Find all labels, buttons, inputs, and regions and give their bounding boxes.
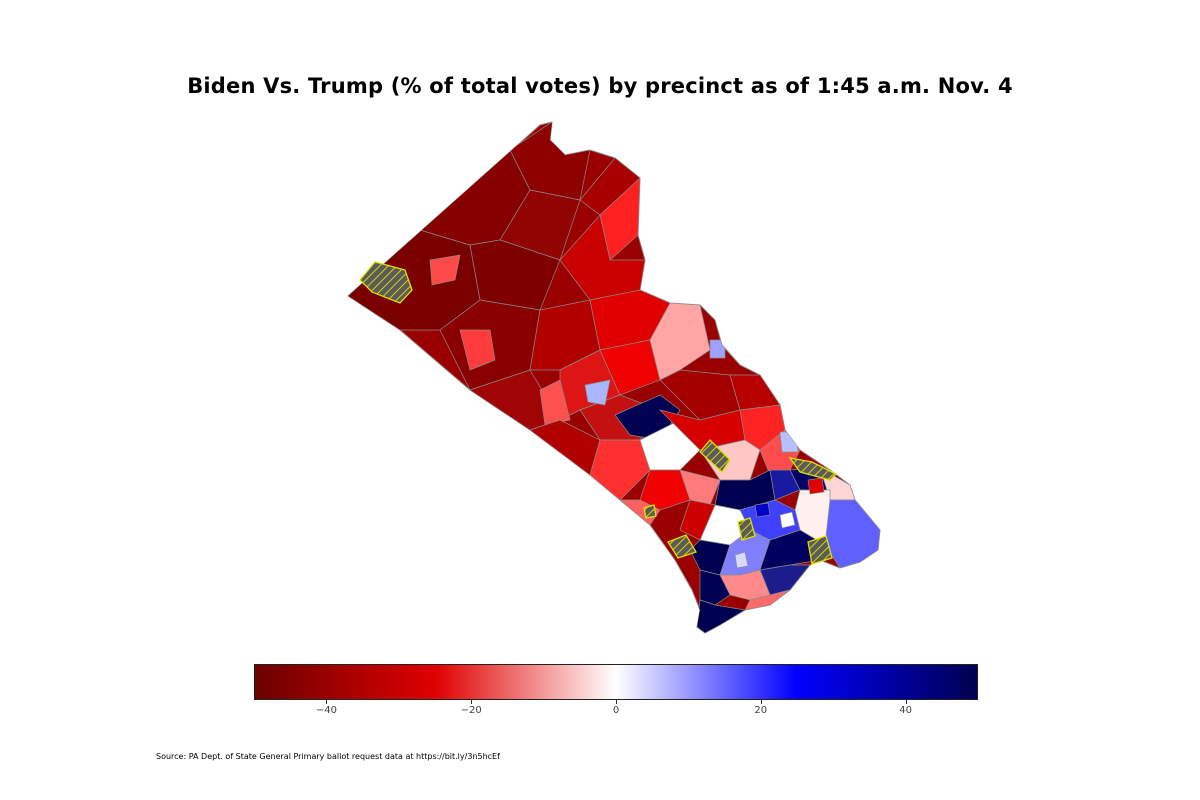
precinct: [584, 379, 611, 406]
precinct: [639, 469, 691, 511]
precinct: [469, 239, 561, 311]
no-data-area: [807, 535, 833, 565]
precinct: [824, 499, 880, 569]
map-title: Biden Vs. Trump (% of total votes) by pr…: [187, 74, 1013, 98]
precinct: [539, 379, 571, 426]
colorbar-tick: [616, 700, 617, 704]
colorbar-tick: [760, 700, 762, 704]
colorbar-tick-label: 40: [899, 705, 912, 716]
precinct: [709, 339, 726, 359]
no-data-area: [643, 504, 657, 519]
precinct: [429, 254, 461, 286]
precinct: [734, 551, 749, 569]
precinct: [696, 599, 746, 633]
no-data-area: [737, 517, 756, 541]
no-data-area: [667, 534, 697, 559]
colorbar-tick: [471, 700, 473, 704]
no-data-area: [788, 457, 838, 481]
precinct: [807, 477, 825, 495]
colorbar-tick: [905, 700, 907, 704]
precinct: [699, 569, 731, 606]
precinct: [779, 511, 796, 529]
colorbar-tick-label: −40: [315, 705, 337, 716]
no-data-area: [359, 261, 413, 304]
precinct: [459, 329, 496, 371]
precinct: [744, 589, 791, 611]
colorbar-tick-label: 20: [754, 705, 768, 716]
precinct: [754, 502, 771, 518]
precinct: [589, 439, 651, 501]
colorbar: [254, 664, 978, 700]
colorbar-tick-label: −20: [460, 705, 482, 716]
colorbar-tick: [326, 700, 328, 704]
colorbar-tick-label: 0: [612, 705, 620, 716]
no-data-area: [699, 439, 731, 473]
source-note: Source: PA Dept. of State General Primar…: [156, 752, 500, 761]
